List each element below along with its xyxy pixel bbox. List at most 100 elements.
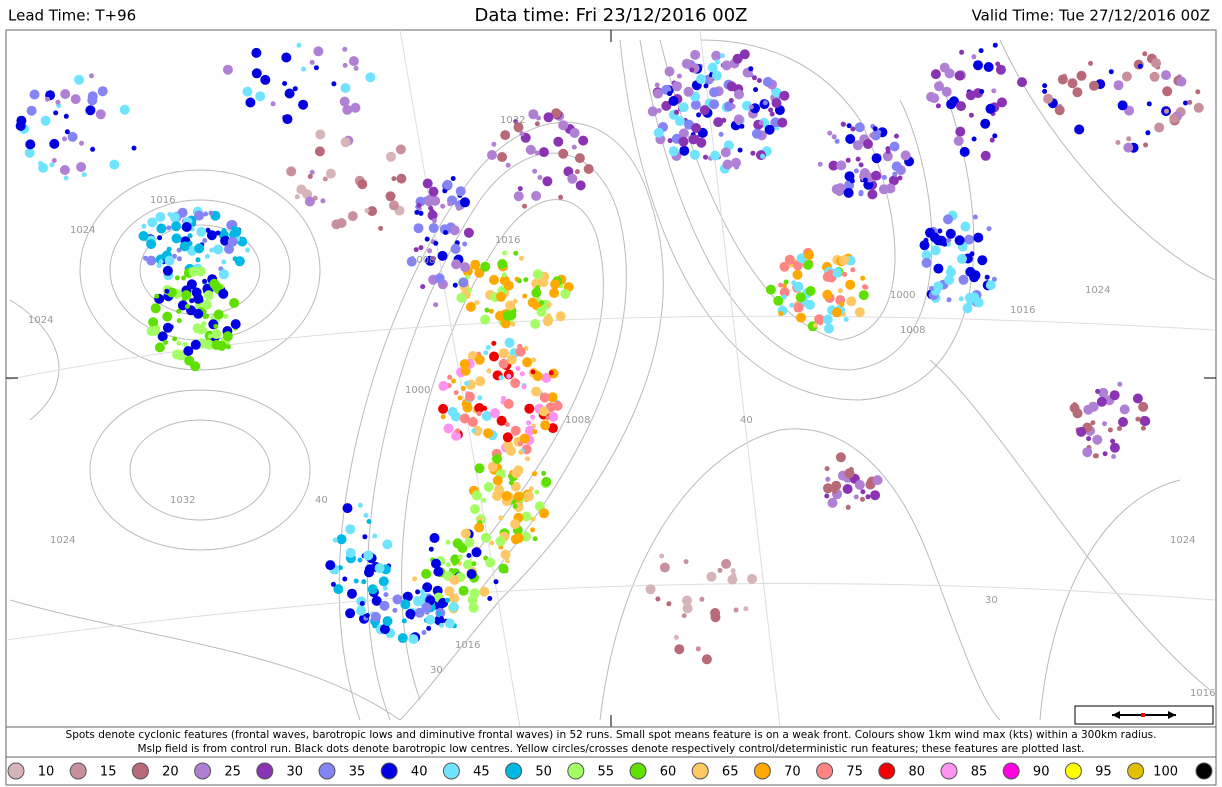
feature-spot: [523, 277, 529, 283]
feature-spot: [453, 390, 459, 396]
feature-spot: [527, 297, 538, 308]
feature-spot: [954, 70, 965, 81]
feature-spot: [25, 139, 36, 150]
feature-spot: [146, 255, 157, 266]
contour-label: 1024: [50, 535, 75, 546]
feature-spot: [505, 162, 511, 168]
feature-spot: [945, 241, 951, 247]
feature-spot: [856, 123, 862, 129]
feature-spot: [505, 445, 516, 456]
feature-spot: [709, 87, 720, 98]
feature-spot: [430, 256, 436, 261]
feature-spot: [474, 300, 480, 305]
feature-spot: [348, 56, 359, 67]
feature-spot: [551, 108, 562, 119]
feature-spot: [457, 554, 463, 560]
feature-spot: [155, 212, 166, 222]
feature-spot: [296, 42, 302, 48]
feature-spot: [481, 497, 487, 503]
feature-spot: [330, 581, 336, 587]
feature-spot: [659, 562, 670, 573]
feature-spot: [424, 196, 435, 207]
feature-spot: [487, 596, 493, 601]
feature-spot: [696, 137, 707, 148]
feature-spot: [385, 191, 396, 202]
feature-spot: [363, 512, 369, 518]
feature-spot: [678, 128, 689, 139]
feature-spot: [427, 210, 438, 221]
feature-spot: [479, 586, 490, 597]
feature-spot: [803, 259, 813, 270]
feature-spot: [474, 463, 485, 474]
feature-spot: [471, 547, 482, 558]
feature-spot: [513, 191, 524, 202]
feature-spot: [871, 170, 882, 181]
feature-spot: [439, 622, 444, 628]
feature-spot: [946, 297, 952, 303]
feature-spot: [1076, 426, 1087, 437]
feature-spot: [1162, 86, 1173, 97]
legend-label: 30: [287, 765, 304, 780]
feature-spot: [926, 91, 937, 102]
feature-spot: [696, 74, 706, 85]
feature-spot: [342, 62, 348, 68]
feature-spot: [340, 137, 351, 148]
feature-spot: [673, 634, 679, 640]
feature-spot: [689, 67, 695, 73]
feature-spot: [510, 378, 521, 389]
legend-swatch: [1195, 762, 1213, 780]
feature-spot: [872, 126, 878, 132]
feature-spot: [860, 489, 866, 495]
feature-spot: [885, 149, 891, 154]
feature-spot: [171, 233, 182, 244]
feature-spot: [405, 608, 416, 619]
feature-spot: [869, 132, 875, 138]
feature-spot: [282, 81, 288, 86]
feature-spot: [489, 274, 499, 285]
feature-spot: [181, 275, 187, 281]
feature-spot: [783, 279, 789, 285]
feature-spot: [964, 292, 975, 303]
feature-spot: [708, 76, 714, 82]
feature-spot: [540, 420, 551, 431]
feature-spot: [550, 279, 561, 290]
feature-spot: [762, 76, 773, 87]
feature-spots: [15, 42, 1204, 665]
feature-spot: [519, 371, 525, 377]
feature-spot: [401, 618, 407, 624]
feature-spot: [681, 58, 692, 69]
feature-spot: [492, 491, 503, 501]
feature-spot: [251, 68, 262, 79]
feature-spot: [292, 86, 298, 92]
feature-spot: [1151, 58, 1162, 69]
feature-spot: [433, 302, 439, 308]
feature-spot: [701, 654, 712, 665]
feature-spot: [395, 144, 406, 155]
scale-box: [1074, 705, 1214, 725]
feature-spot: [532, 168, 538, 174]
feature-spot: [536, 306, 547, 317]
feature-spot: [370, 611, 381, 622]
feature-spot: [959, 49, 965, 55]
feature-spot: [848, 467, 854, 472]
feature-spot: [309, 59, 315, 65]
feature-spot: [450, 243, 461, 254]
feature-spot: [464, 380, 470, 386]
feature-spot: [451, 259, 462, 270]
feature-spot: [459, 359, 470, 370]
feature-spot: [434, 273, 445, 284]
feature-spot: [487, 150, 497, 160]
feature-spot: [232, 256, 238, 262]
feature-spot: [489, 351, 499, 362]
feature-spot: [486, 368, 492, 374]
feature-spot: [836, 490, 842, 496]
feature-spot: [190, 339, 201, 350]
feature-spot: [444, 586, 455, 597]
feature-spot: [1140, 425, 1146, 431]
feature-spot: [221, 228, 227, 233]
feature-spot: [822, 314, 833, 325]
feature-spot: [498, 563, 509, 574]
feature-spot: [674, 116, 685, 127]
feature-spot: [843, 187, 854, 198]
feature-spot: [204, 253, 210, 259]
